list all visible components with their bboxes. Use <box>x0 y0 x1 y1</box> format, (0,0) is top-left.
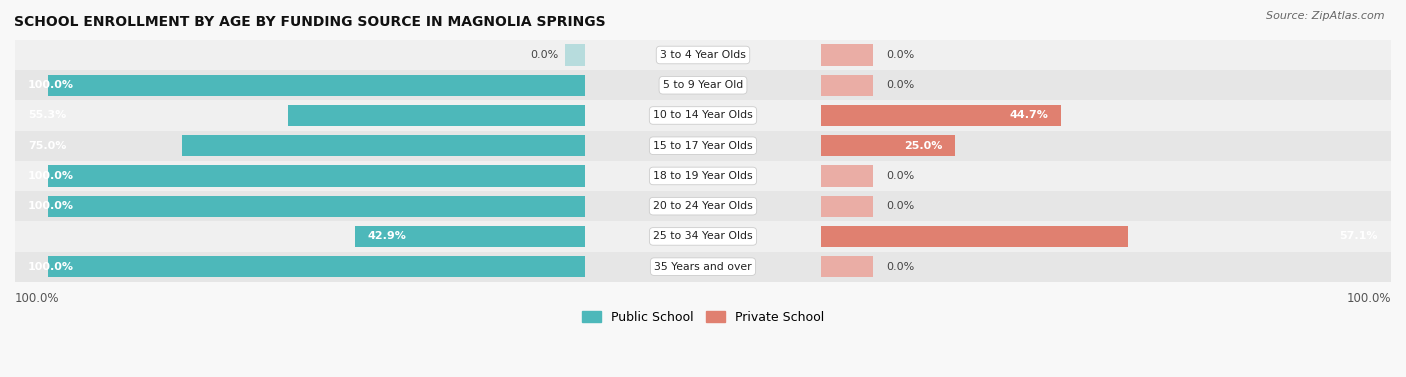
Text: Source: ZipAtlas.com: Source: ZipAtlas.com <box>1267 11 1385 21</box>
Bar <box>354 226 585 247</box>
Bar <box>821 105 1062 126</box>
Text: 100.0%: 100.0% <box>1347 292 1391 305</box>
Text: 57.1%: 57.1% <box>1340 231 1378 241</box>
Text: 100.0%: 100.0% <box>15 292 59 305</box>
Text: 25 to 34 Year Olds: 25 to 34 Year Olds <box>654 231 752 241</box>
Bar <box>15 191 1391 221</box>
Text: 0.0%: 0.0% <box>530 50 558 60</box>
Bar <box>821 44 873 66</box>
Bar <box>15 70 1391 100</box>
Text: 20 to 24 Year Olds: 20 to 24 Year Olds <box>654 201 752 211</box>
Text: 5 to 9 Year Old: 5 to 9 Year Old <box>662 80 744 90</box>
Bar <box>821 75 873 96</box>
Text: 35 Years and over: 35 Years and over <box>654 262 752 272</box>
Bar <box>288 105 585 126</box>
Bar <box>565 44 585 66</box>
Bar <box>15 221 1391 251</box>
Bar <box>15 130 1391 161</box>
Bar <box>821 196 873 217</box>
Bar <box>821 166 873 187</box>
Bar <box>15 100 1391 130</box>
Text: 100.0%: 100.0% <box>28 262 75 272</box>
Text: SCHOOL ENROLLMENT BY AGE BY FUNDING SOURCE IN MAGNOLIA SPRINGS: SCHOOL ENROLLMENT BY AGE BY FUNDING SOUR… <box>14 15 605 29</box>
Text: 100.0%: 100.0% <box>28 201 75 211</box>
Text: 18 to 19 Year Olds: 18 to 19 Year Olds <box>654 171 752 181</box>
Bar <box>15 40 1391 70</box>
Text: 0.0%: 0.0% <box>886 80 915 90</box>
Bar <box>15 161 1391 191</box>
Bar <box>48 166 585 187</box>
Text: 42.9%: 42.9% <box>367 231 406 241</box>
Text: 3 to 4 Year Olds: 3 to 4 Year Olds <box>659 50 747 60</box>
Bar <box>821 135 955 156</box>
Text: 44.7%: 44.7% <box>1010 110 1047 121</box>
Text: 15 to 17 Year Olds: 15 to 17 Year Olds <box>654 141 752 151</box>
Text: 0.0%: 0.0% <box>886 201 915 211</box>
Text: 25.0%: 25.0% <box>904 141 942 151</box>
Bar <box>821 226 1128 247</box>
Text: 75.0%: 75.0% <box>28 141 66 151</box>
Bar <box>48 75 585 96</box>
Legend: Public School, Private School: Public School, Private School <box>576 306 830 329</box>
Text: 0.0%: 0.0% <box>886 262 915 272</box>
Bar <box>183 135 585 156</box>
Text: 0.0%: 0.0% <box>886 50 915 60</box>
Bar <box>821 256 873 277</box>
Text: 10 to 14 Year Olds: 10 to 14 Year Olds <box>654 110 752 121</box>
Bar <box>48 256 585 277</box>
Bar <box>15 251 1391 282</box>
Text: 0.0%: 0.0% <box>886 171 915 181</box>
Bar <box>48 196 585 217</box>
Text: 55.3%: 55.3% <box>28 110 66 121</box>
Text: 100.0%: 100.0% <box>28 171 75 181</box>
Text: 100.0%: 100.0% <box>28 80 75 90</box>
